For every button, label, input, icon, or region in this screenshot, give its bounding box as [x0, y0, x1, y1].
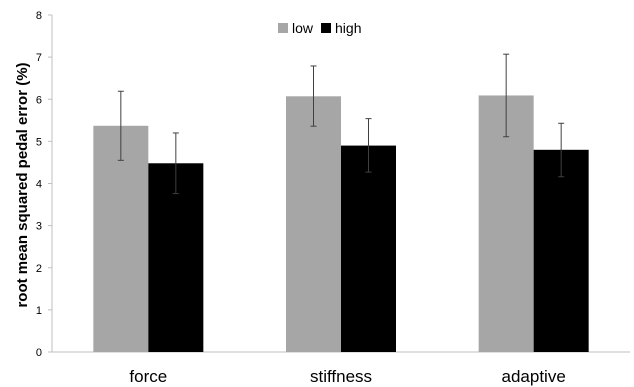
bar-high-stiffness — [341, 145, 396, 352]
category-labels: force stiffness adaptive — [129, 367, 565, 386]
y-tick-label: 4 — [36, 179, 42, 191]
y-tick-label: 8 — [36, 10, 42, 22]
y-tick-label: 6 — [36, 94, 42, 106]
bar-high-force — [148, 163, 204, 352]
bar-high-adaptive — [533, 149, 589, 352]
y-axis-label: root mean squared pedal error (%) — [14, 62, 31, 307]
legend-swatch-high — [321, 23, 332, 33]
bar-low-stiffness — [286, 96, 341, 353]
legend-swatch-low — [278, 23, 288, 33]
y-tick-label: 2 — [36, 263, 42, 275]
bars — [93, 95, 589, 353]
y-tick-label: 3 — [36, 221, 42, 233]
bar-low-adaptive — [478, 95, 534, 353]
y-tick-label: 1 — [36, 305, 42, 317]
y-tick-label: 7 — [36, 52, 42, 64]
category-label-stiffness: stiffness — [310, 367, 372, 386]
y-tick-label: 0 — [36, 347, 42, 359]
bar-low-force — [93, 125, 149, 352]
error-bars — [117, 53, 565, 195]
y-tick-label: 5 — [36, 136, 42, 148]
legend-label-high: high — [335, 20, 361, 36]
legend-label-low: low — [292, 20, 314, 36]
category-label-adaptive: adaptive — [502, 367, 566, 386]
legend: low high — [278, 20, 361, 36]
category-label-force: force — [129, 367, 167, 386]
